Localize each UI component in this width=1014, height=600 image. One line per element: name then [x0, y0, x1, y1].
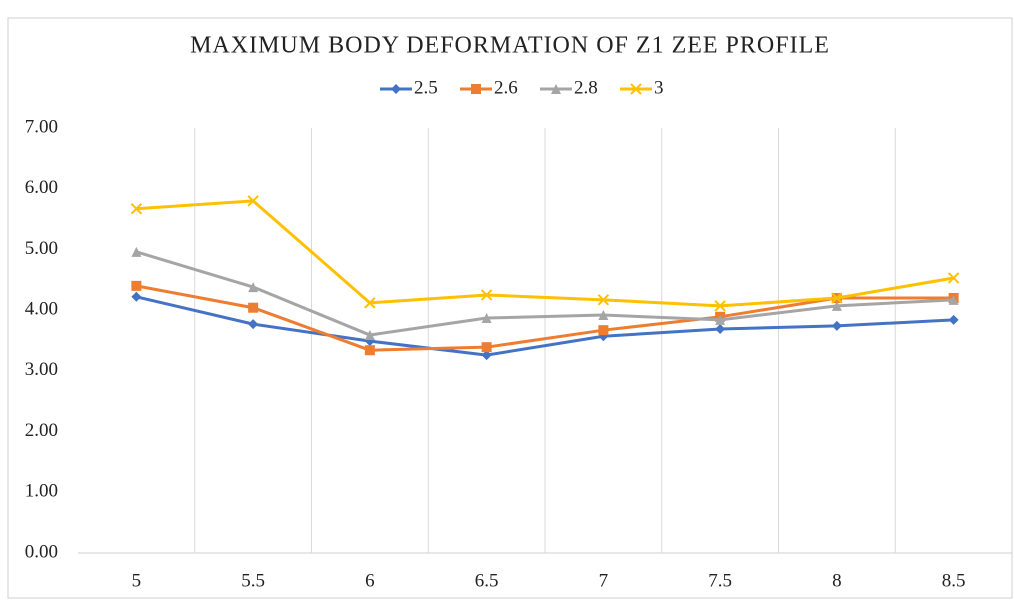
marker [481, 342, 492, 353]
marker [831, 320, 842, 331]
marker [131, 291, 142, 302]
x-tick-label: 7.5 [708, 570, 732, 591]
x-tick-label: 6 [365, 570, 375, 591]
x-tick-label: 5 [132, 570, 142, 591]
marker [131, 280, 142, 291]
legend-marker [551, 84, 561, 94]
y-tick-label: 0.00 [25, 541, 58, 562]
marker [130, 203, 143, 215]
series-line [136, 199, 954, 308]
marker [131, 246, 142, 257]
chart-frame [7, 17, 1013, 599]
marker [481, 350, 492, 361]
legend-label: 2.5 [414, 77, 438, 98]
marker [248, 319, 259, 330]
x-tick-label: 8.5 [942, 570, 966, 591]
marker [947, 272, 960, 284]
legend-marker [391, 84, 401, 94]
legend-label: 2.8 [574, 77, 598, 98]
marker [248, 282, 259, 293]
marker [948, 314, 959, 325]
marker [364, 297, 376, 309]
series-line [136, 295, 954, 357]
marker [598, 325, 609, 336]
marker [715, 314, 726, 325]
marker [480, 289, 493, 301]
chart-title: MAXIMUM BODY DEFORMATION OF Z1 ZEE PROFI… [190, 33, 830, 59]
marker [598, 310, 609, 320]
y-tick-label: 4.00 [25, 299, 58, 320]
y-tick-label: 3.00 [25, 359, 58, 380]
marker [948, 294, 959, 305]
legend-label: 3 [654, 77, 664, 98]
marker [481, 313, 492, 324]
legend-marker [471, 84, 481, 94]
x-tick-label: 5.5 [241, 570, 265, 591]
x-tick-label: 7 [599, 570, 609, 591]
y-tick-label: 5.00 [25, 238, 58, 259]
x-tick-label: 6.5 [475, 570, 499, 591]
y-tick-label: 1.00 [25, 481, 58, 502]
legend-label: 2.6 [494, 77, 518, 98]
x-tick-label: 8 [832, 570, 842, 591]
y-tick-label: 6.00 [25, 177, 58, 198]
marker [364, 330, 375, 341]
marker [248, 302, 259, 313]
marker [715, 323, 726, 334]
marker [597, 294, 610, 306]
legend-marker [630, 83, 642, 95]
y-tick-label: 2.00 [25, 420, 58, 441]
marker [714, 300, 726, 312]
series-line [135, 250, 954, 337]
marker [831, 292, 843, 304]
marker [364, 345, 375, 356]
y-tick-label: 7.00 [25, 116, 58, 137]
marker [831, 300, 842, 311]
series-line [136, 284, 954, 352]
marker [247, 195, 259, 207]
